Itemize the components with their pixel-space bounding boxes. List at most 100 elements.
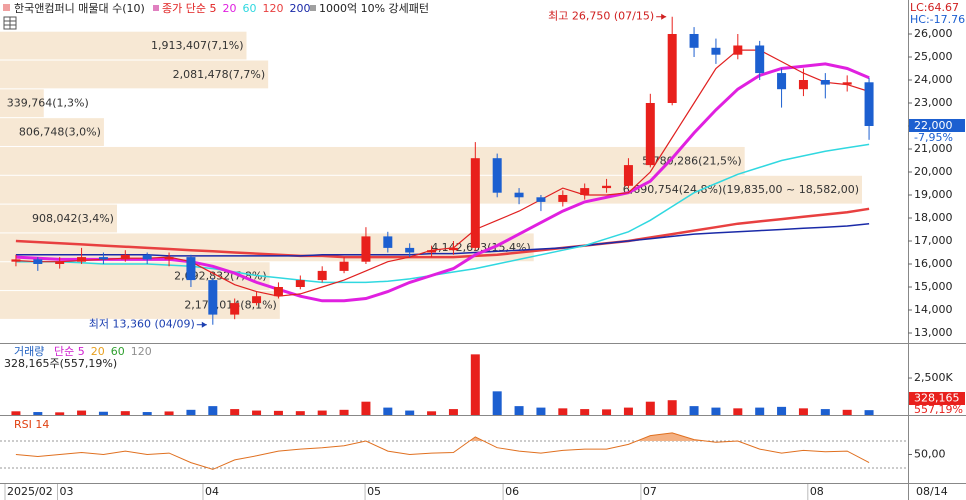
volume-legend-item: 60 xyxy=(111,345,125,358)
volume-bar xyxy=(383,407,393,415)
volume-bar xyxy=(492,391,502,415)
y-tick-label: 25,000 xyxy=(914,50,953,63)
candle-body xyxy=(383,236,393,248)
volume-bar xyxy=(514,406,524,415)
candle-body xyxy=(777,73,787,90)
volume-bar xyxy=(427,411,437,415)
y-tick-label: 15,000 xyxy=(914,280,953,293)
candle-body xyxy=(492,158,502,193)
profile-band xyxy=(0,204,117,233)
candle-body xyxy=(580,188,590,195)
y-tick-label: 16,000 xyxy=(914,257,953,270)
x-tick-label: 08 xyxy=(810,485,824,498)
volume-bar xyxy=(842,409,852,415)
volume-title: 거래량 xyxy=(14,345,44,358)
volume-legend-item: 20 xyxy=(91,345,105,358)
volume-change-label: 557,19% xyxy=(914,403,963,416)
legend-item: 200 xyxy=(289,2,310,15)
annotation-arrowhead xyxy=(201,321,207,328)
volume-bar xyxy=(602,409,612,415)
volume-subtitle: 328,165주(557,19%) xyxy=(4,357,117,370)
x-tick-label: 2025/02 xyxy=(7,485,53,498)
candle-body xyxy=(820,79,830,85)
volume-bar xyxy=(230,409,240,415)
candle-body xyxy=(711,47,721,55)
last-price-label: 22,000 xyxy=(914,119,953,132)
candle-body xyxy=(273,286,283,297)
volume-bar xyxy=(580,409,590,415)
plot xyxy=(11,16,874,325)
volume-bar xyxy=(186,409,196,415)
change-label: -7,95% xyxy=(914,131,953,144)
y-tick-label: 19,000 xyxy=(914,188,953,201)
x-tick-label: 04 xyxy=(205,485,219,498)
y-tick-label: 23,000 xyxy=(914,96,953,109)
volume-legend-item: 단순 5 xyxy=(54,345,85,358)
x-tick-label: 03 xyxy=(60,485,74,498)
candle-body xyxy=(602,185,612,189)
candle-body xyxy=(645,102,655,166)
last-volume-label: 328,165 xyxy=(914,392,960,405)
volume-bar xyxy=(98,411,108,415)
volume-bar xyxy=(77,410,87,415)
candle-body xyxy=(77,257,87,262)
volume-bar xyxy=(645,401,655,415)
volume-bar xyxy=(208,406,218,415)
candle-body xyxy=(164,257,174,260)
volume-bar xyxy=(777,406,787,415)
profile-label: 339,764(1,3%) xyxy=(7,97,89,110)
candle-body xyxy=(623,165,633,186)
volume-bar xyxy=(405,410,415,415)
profile-band xyxy=(0,118,104,146)
pattern-note: 1000억 10% 강세패턴 xyxy=(319,2,429,15)
candle-body xyxy=(470,158,480,248)
y-tick-label: 20,000 xyxy=(914,165,953,178)
volume-bar xyxy=(667,400,677,415)
y-tick-label: 18,000 xyxy=(914,211,953,224)
profile-label: 1,913,407(7,1%) xyxy=(151,39,244,52)
volume-bar xyxy=(33,412,43,415)
profile-band xyxy=(0,175,862,204)
last-price-box xyxy=(909,118,965,132)
volume-legend-item: 120 xyxy=(131,345,152,358)
volume-bar xyxy=(733,408,743,415)
rsi-title: RSI 14 xyxy=(14,418,49,431)
low-annotation: 최저 13,360 (04/09) xyxy=(89,318,195,331)
candle-body xyxy=(252,296,262,304)
candle-body xyxy=(11,259,21,262)
legend-icon xyxy=(3,4,10,11)
y-tick-label: 13,000 xyxy=(914,326,953,339)
y-tick-label: 26,000 xyxy=(914,27,953,40)
y-tick-label: 17,000 xyxy=(914,234,953,247)
current-date: 08/14 xyxy=(916,485,948,498)
y-tick-label: 50,00 xyxy=(914,447,946,460)
candle-body xyxy=(755,45,765,74)
volume-bar xyxy=(11,411,21,415)
last-volume-box xyxy=(909,392,965,405)
annotation-arrowhead xyxy=(661,13,667,20)
candle-body xyxy=(142,254,152,260)
volume-bar xyxy=(339,409,349,415)
candle-body xyxy=(798,79,808,90)
candle-body xyxy=(558,194,568,202)
volume-bar xyxy=(689,406,699,415)
y-tick-label: 14,000 xyxy=(914,303,953,316)
candle-body xyxy=(186,257,196,281)
candle-body xyxy=(230,303,240,315)
legend-item: 60 xyxy=(242,2,256,15)
legend-item: 종가 단순 5 xyxy=(162,2,216,15)
volume-bar xyxy=(164,411,174,415)
y-tick-label: 24,000 xyxy=(914,73,953,86)
y-tick-label: 2,500K xyxy=(914,371,953,384)
profile-band xyxy=(0,31,247,60)
moving-average xyxy=(15,222,870,257)
volume-bar xyxy=(142,412,152,415)
profile-label: 2,081,478(7,7%) xyxy=(173,68,266,81)
candle-body xyxy=(55,261,65,264)
candle-body xyxy=(339,261,349,271)
volume-bar xyxy=(755,407,765,415)
candle-body xyxy=(864,82,874,126)
moving-average xyxy=(15,143,870,284)
candle-body xyxy=(120,254,130,260)
volume-bar xyxy=(623,407,633,415)
